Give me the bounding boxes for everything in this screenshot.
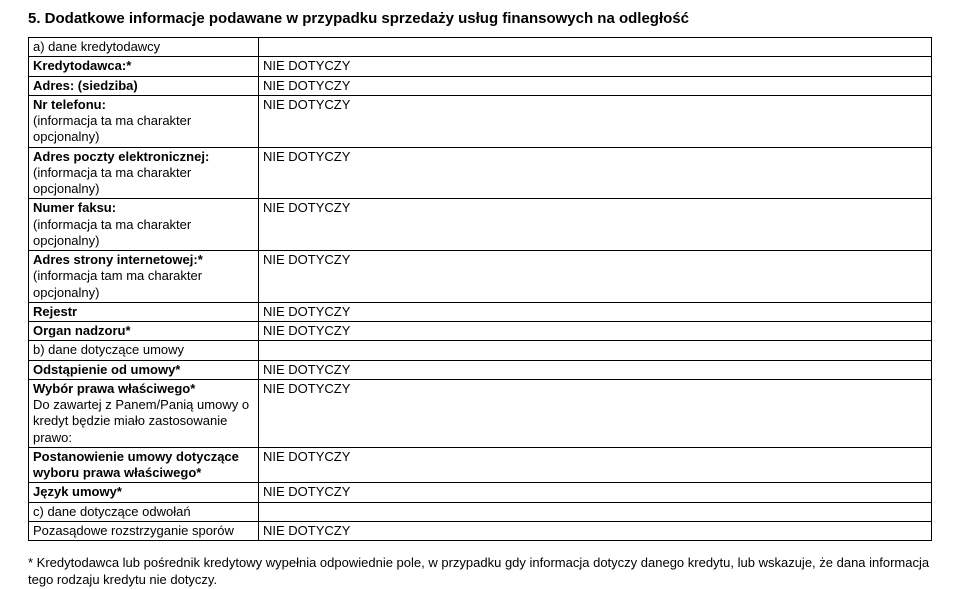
row-label: Język umowy*: [29, 483, 259, 502]
label-note-part: (informacja tam ma charakter opcjonalny): [33, 268, 202, 299]
label-note-part: Do zawartej z Panem/Panią umowy o kredyt…: [33, 397, 249, 445]
row-value: NIE DOTYCZY: [259, 483, 932, 502]
table-row: Wybór prawa właściwego* Do zawartej z Pa…: [29, 379, 932, 447]
empty-cell: [259, 38, 932, 57]
label-bold-part: Adres strony internetowej:*: [33, 252, 203, 267]
document-page: 5. Dodatkowe informacje podawane w przyp…: [0, 0, 960, 565]
row-label: Nr telefonu: (informacja ta ma charakter…: [29, 95, 259, 147]
table-row: a) dane kredytodawcy: [29, 38, 932, 57]
empty-cell: [259, 502, 932, 521]
table-row: c) dane dotyczące odwołań: [29, 502, 932, 521]
row-label: Adres strony internetowej:* (informacja …: [29, 251, 259, 303]
table-row: Pozasądowe rozstrzyganie sporów NIE DOTY…: [29, 521, 932, 540]
row-label: Organ nadzoru*: [29, 322, 259, 341]
info-table: a) dane kredytodawcy Kredytodawca:* NIE …: [28, 37, 932, 541]
table-row: Organ nadzoru* NIE DOTYCZY: [29, 322, 932, 341]
row-value: NIE DOTYCZY: [259, 199, 932, 251]
row-value: NIE DOTYCZY: [259, 95, 932, 147]
row-label: Rejestr: [29, 302, 259, 321]
label-bold-part: Numer faksu:: [33, 200, 116, 215]
label-note-part: (informacja ta ma charakter opcjonalny): [33, 165, 191, 196]
table-row: Odstąpienie od umowy* NIE DOTYCZY: [29, 360, 932, 379]
row-label: Postanowienie umowy dotyczące wyboru pra…: [29, 447, 259, 483]
section-title: 5. Dodatkowe informacje podawane w przyp…: [28, 10, 932, 27]
row-value: NIE DOTYCZY: [259, 147, 932, 199]
row-label: Kredytodawca:*: [29, 57, 259, 76]
table-row: Numer faksu: (informacja ta ma charakter…: [29, 199, 932, 251]
label-note-part: (informacja ta ma charakter opcjonalny): [33, 217, 191, 248]
empty-cell: [259, 341, 932, 360]
table-row: b) dane dotyczące umowy: [29, 341, 932, 360]
row-label: Odstąpienie od umowy*: [29, 360, 259, 379]
label-bold-part: Adres poczty elektronicznej:: [33, 149, 209, 164]
table-row: Adres poczty elektronicznej: (informacja…: [29, 147, 932, 199]
row-value: NIE DOTYCZY: [259, 322, 932, 341]
section-c-header: c) dane dotyczące odwołań: [29, 502, 259, 521]
label-bold-part: Nr telefonu:: [33, 97, 106, 112]
row-label: Numer faksu: (informacja ta ma charakter…: [29, 199, 259, 251]
row-label: Wybór prawa właściwego* Do zawartej z Pa…: [29, 379, 259, 447]
row-value: NIE DOTYCZY: [259, 360, 932, 379]
row-value: NIE DOTYCZY: [259, 76, 932, 95]
row-value: NIE DOTYCZY: [259, 251, 932, 303]
table-row: Postanowienie umowy dotyczące wyboru pra…: [29, 447, 932, 483]
row-value: NIE DOTYCZY: [259, 447, 932, 483]
section-a-header: a) dane kredytodawcy: [29, 38, 259, 57]
label-bold-part: Wybór prawa właściwego*: [33, 381, 195, 396]
table-row: Język umowy* NIE DOTYCZY: [29, 483, 932, 502]
row-label: Pozasądowe rozstrzyganie sporów: [29, 521, 259, 540]
row-value: NIE DOTYCZY: [259, 521, 932, 540]
label-note-part: (informacja ta ma charakter opcjonalny): [33, 113, 191, 144]
table-row: Adres strony internetowej:* (informacja …: [29, 251, 932, 303]
row-value: NIE DOTYCZY: [259, 302, 932, 321]
row-value: NIE DOTYCZY: [259, 379, 932, 447]
footnote-text: * Kredytodawca lub pośrednik kredytowy w…: [28, 555, 932, 589]
table-row: Nr telefonu: (informacja ta ma charakter…: [29, 95, 932, 147]
section-b-header: b) dane dotyczące umowy: [29, 341, 259, 360]
row-label: Adres: (siedziba): [29, 76, 259, 95]
table-row: Rejestr NIE DOTYCZY: [29, 302, 932, 321]
table-row: Adres: (siedziba) NIE DOTYCZY: [29, 76, 932, 95]
row-label: Adres poczty elektronicznej: (informacja…: [29, 147, 259, 199]
table-row: Kredytodawca:* NIE DOTYCZY: [29, 57, 932, 76]
row-value: NIE DOTYCZY: [259, 57, 932, 76]
